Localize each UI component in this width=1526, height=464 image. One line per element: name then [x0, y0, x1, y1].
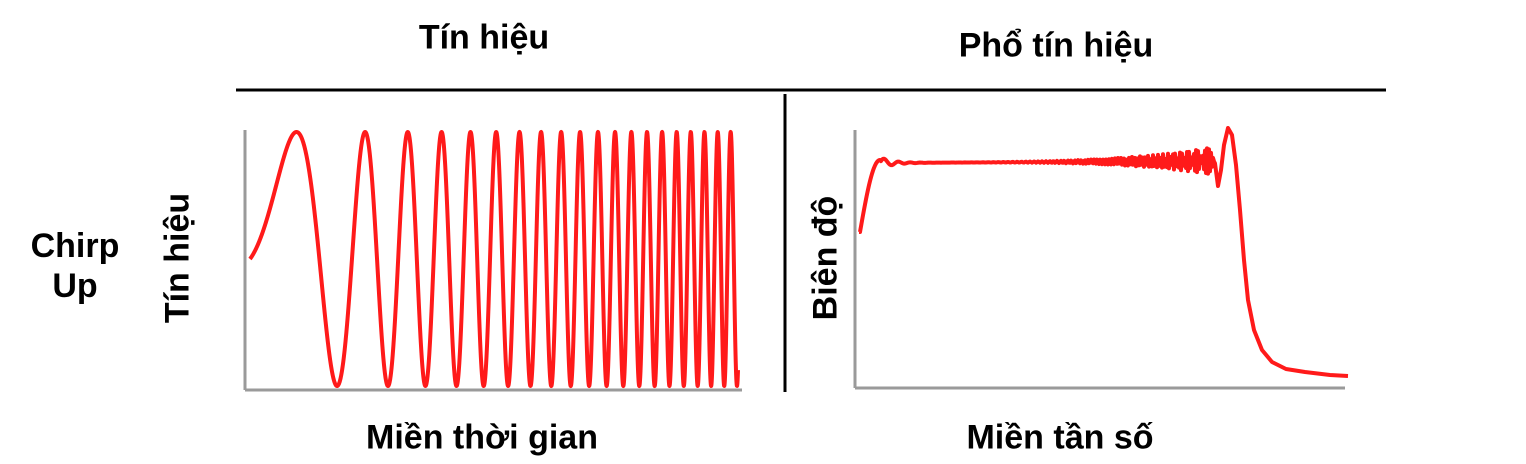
time-panel-axes: [243, 130, 742, 392]
chirp-spectrum-curve: [858, 126, 1349, 378]
row-label-line1: Chirp: [30, 227, 120, 265]
freq-panel-xlabel: Miền tần số: [966, 418, 1154, 457]
freq-panel-axes: [853, 130, 1345, 390]
row-label-line2: Up: [52, 267, 98, 305]
chirp-time-signal-curve: [248, 130, 740, 388]
time-panel-ylabel: Tín hiệu: [158, 192, 197, 324]
signal-column-title: Tín hiệu: [418, 18, 550, 57]
freq-panel-ylabel: Biên độ: [806, 195, 845, 321]
spectrum-column-title: Phổ tín hiệu: [958, 26, 1154, 65]
time-panel-xlabel: Miền thời gian: [366, 418, 598, 457]
chirp-up-row-label: Chirp Up: [10, 226, 140, 306]
